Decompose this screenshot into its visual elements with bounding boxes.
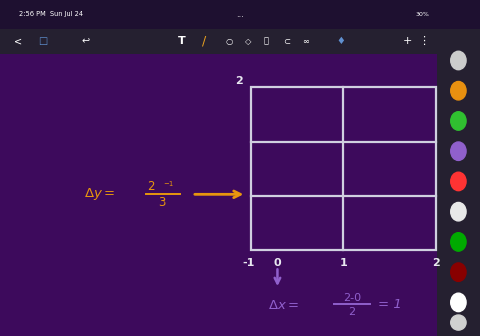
Ellipse shape [451,142,466,161]
Text: $\Delta x=$: $\Delta x=$ [268,299,299,312]
Text: ↩: ↩ [82,36,90,46]
Text: /: / [202,35,206,48]
Ellipse shape [451,202,466,221]
Bar [251,87,436,250]
Text: T: T [178,36,185,46]
Ellipse shape [451,82,466,100]
Text: ♦: ♦ [336,36,345,46]
Ellipse shape [451,172,466,191]
Bar [0,29,437,54]
Ellipse shape [451,263,466,282]
Text: ⋮: ⋮ [418,36,429,46]
Text: 2:56 PM  Sun Jul 24: 2:56 PM Sun Jul 24 [19,11,84,17]
Text: ∞: ∞ [302,37,310,46]
Text: 2: 2 [348,307,355,317]
Ellipse shape [451,112,466,130]
Text: $^{-1}$: $^{-1}$ [163,181,175,192]
Text: 2: 2 [147,180,155,193]
Text: 30%: 30% [416,12,429,17]
Text: <: < [14,36,23,46]
Text: ...: ... [236,10,244,19]
Text: 2: 2 [432,258,440,268]
Text: +: + [403,36,413,46]
Bar [437,29,480,336]
Ellipse shape [451,51,466,70]
Text: ⊂: ⊂ [283,37,290,46]
Text: 0: 0 [274,258,281,268]
Text: $\Delta y=$: $\Delta y=$ [84,186,115,202]
Ellipse shape [451,315,466,330]
Bar [0,0,480,29]
Ellipse shape [451,233,466,251]
Text: ○: ○ [226,37,233,46]
Text: □: □ [38,36,48,46]
Text: 2: 2 [235,76,243,86]
Text: -1: -1 [242,258,255,268]
Text: = 1: = 1 [378,298,402,311]
Text: 3: 3 [158,196,166,209]
Ellipse shape [451,293,466,312]
Text: 1: 1 [339,258,348,268]
Text: ⌒: ⌒ [264,37,269,46]
Text: 2-0: 2-0 [343,293,361,303]
Text: ◇: ◇ [245,37,252,46]
